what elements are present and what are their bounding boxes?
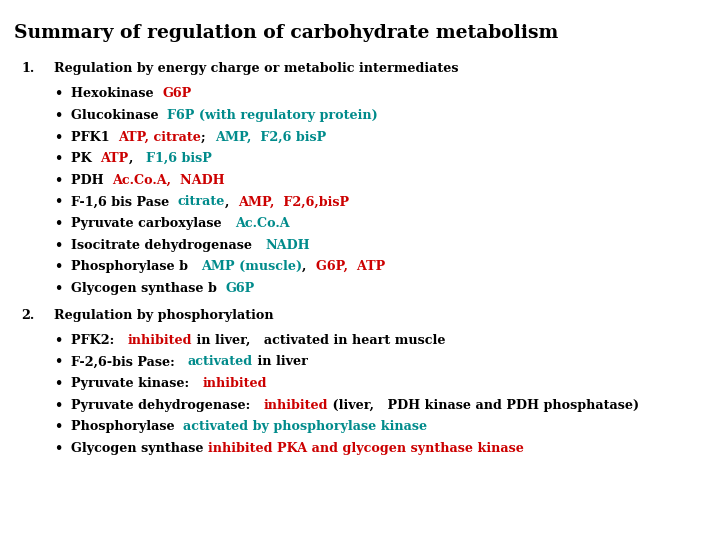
Text: Phosphorylase: Phosphorylase — [71, 420, 183, 433]
Text: •: • — [54, 282, 62, 295]
Text: Ac.Co.A,  NADH: Ac.Co.A, NADH — [112, 174, 225, 187]
Text: AMP (muscle): AMP (muscle) — [201, 260, 302, 273]
Text: Glycogen synthase b: Glycogen synthase b — [71, 282, 225, 295]
Text: AMP,  F2,6,bisP: AMP, F2,6,bisP — [238, 195, 350, 208]
Text: PK: PK — [71, 152, 100, 165]
Text: Regulation by energy charge or metabolic intermediates: Regulation by energy charge or metabolic… — [54, 62, 459, 75]
Text: citrate: citrate — [178, 195, 225, 208]
Text: Glucokinase: Glucokinase — [71, 109, 167, 122]
Text: 2.: 2. — [22, 309, 35, 322]
Text: •: • — [54, 420, 62, 433]
Text: F1,6 bisP: F1,6 bisP — [146, 152, 212, 165]
Text: Glycogen synthase: Glycogen synthase — [71, 442, 207, 455]
Text: •: • — [54, 334, 62, 347]
Text: G6P,  ATP: G6P, ATP — [315, 260, 384, 273]
Text: Ac.Co.A: Ac.Co.A — [235, 217, 289, 230]
Text: ,: , — [302, 260, 315, 273]
Text: activated by phosphorylase kinase: activated by phosphorylase kinase — [183, 420, 427, 433]
Text: PFK1: PFK1 — [71, 131, 118, 144]
Text: F-2,6-bis Pase:: F-2,6-bis Pase: — [71, 355, 188, 368]
Text: G6P: G6P — [162, 87, 192, 100]
Text: Pyruvate kinase:: Pyruvate kinase: — [71, 377, 202, 390]
Text: (liver,   PDH kinase and PDH phosphatase): (liver, PDH kinase and PDH phosphatase) — [328, 399, 639, 411]
Text: Phosphorylase b: Phosphorylase b — [71, 260, 201, 273]
Text: Pyruvate carboxylase: Pyruvate carboxylase — [71, 217, 235, 230]
Text: PDH: PDH — [71, 174, 112, 187]
Text: •: • — [54, 152, 62, 165]
Text: ;: ; — [201, 131, 215, 144]
Text: •: • — [54, 109, 62, 122]
Text: F-1,6 bis Pase: F-1,6 bis Pase — [71, 195, 178, 208]
Text: inhibited: inhibited — [202, 377, 266, 390]
Text: NADH: NADH — [265, 239, 310, 252]
Text: •: • — [54, 195, 62, 208]
Text: •: • — [54, 355, 62, 368]
Text: •: • — [54, 239, 62, 252]
Text: ATP: ATP — [100, 152, 129, 165]
Text: inhibited: inhibited — [264, 399, 328, 411]
Text: in liver,   activated in heart muscle: in liver, activated in heart muscle — [192, 334, 445, 347]
Text: ,: , — [129, 152, 146, 165]
Text: Summary of regulation of carbohydrate metabolism: Summary of regulation of carbohydrate me… — [14, 24, 559, 42]
Text: Regulation by phosphorylation: Regulation by phosphorylation — [54, 309, 274, 322]
Text: inhibited: inhibited — [127, 334, 192, 347]
Text: activated: activated — [188, 355, 253, 368]
Text: in liver: in liver — [253, 355, 308, 368]
Text: •: • — [54, 174, 62, 187]
Text: 1.: 1. — [22, 62, 35, 75]
Text: •: • — [54, 87, 62, 100]
Text: Hexokinase: Hexokinase — [71, 87, 162, 100]
Text: •: • — [54, 260, 62, 273]
Text: Pyruvate dehydrogenase:: Pyruvate dehydrogenase: — [71, 399, 264, 411]
Text: •: • — [54, 131, 62, 144]
Text: F6P (with regulatory protein): F6P (with regulatory protein) — [167, 109, 378, 122]
Text: •: • — [54, 377, 62, 390]
Text: ,: , — [225, 195, 238, 208]
Text: AMP,  F2,6 bisP: AMP, F2,6 bisP — [215, 131, 326, 144]
Text: PFK2:: PFK2: — [71, 334, 127, 347]
Text: inhibited PKA and glycogen synthase kinase: inhibited PKA and glycogen synthase kina… — [207, 442, 523, 455]
Text: ATP, citrate: ATP, citrate — [118, 131, 201, 144]
Text: Isocitrate dehydrogenase: Isocitrate dehydrogenase — [71, 239, 265, 252]
Text: •: • — [54, 399, 62, 411]
Text: G6P: G6P — [225, 282, 255, 295]
Text: •: • — [54, 442, 62, 455]
Text: •: • — [54, 217, 62, 230]
